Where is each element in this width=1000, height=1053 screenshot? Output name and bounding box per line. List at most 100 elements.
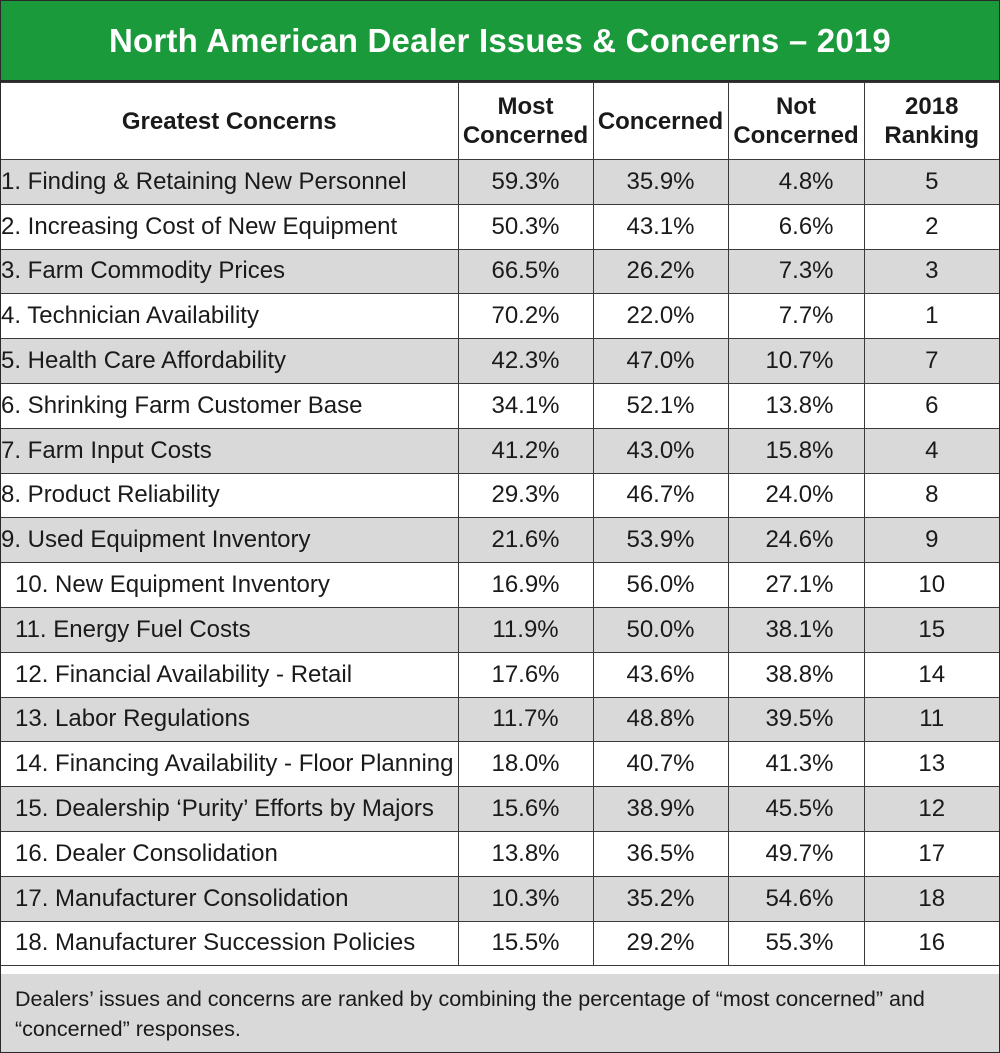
table-row: 12. Financial Availability - Retail 17.6%… [1,651,999,698]
ranking-2018-cell: 17 [863,830,999,877]
concerned-cell: 47.0% [592,338,729,384]
header-not-concerned: Not Concerned [727,82,865,160]
most-concerned-cell: 11.7% [457,696,594,743]
concern-cell: 15. Dealership ‘Purity’ Efforts by Major… [1,786,459,832]
table-row: 14. Financing Availability - Floor Plann… [1,741,999,788]
table-row: 6. Shrinking Farm Customer Base 34.1% 52.1… [1,382,999,429]
not-concerned-cell: 7.3% [727,248,865,295]
table-row: 9. Used Equipment Inventory 21.6% 53.9% 24.… [1,517,999,564]
most-concerned-cell: 17.6% [457,651,594,698]
not-concerned-cell: 49.7% [727,830,865,877]
not-concerned-cell: 7.7% [727,293,865,340]
ranking-2018-cell: 16 [863,920,999,967]
ranking-2018-cell: 9 [863,517,999,564]
most-concerned-cell: 16.9% [457,562,594,608]
not-concerned-cell: 39.5% [727,696,865,743]
not-concerned-cell: 6.6% [727,203,865,250]
ranking-2018-cell: 5 [863,159,999,205]
table-row: 5. Health Care Affordability 42.3% 47.0% 10… [1,338,999,384]
concerned-cell: 40.7% [592,741,729,788]
not-concerned-cell: 54.6% [727,875,865,922]
concerned-cell: 56.0% [592,562,729,608]
most-concerned-cell: 10.3% [457,875,594,922]
most-concerned-cell: 66.5% [457,248,594,295]
table-row: 15. Dealership ‘Purity’ Efforts by Major… [1,786,999,832]
ranking-2018-cell: 1 [863,293,999,340]
concern-cell: 17. Manufacturer Consolidation [1,875,459,922]
concern-cell: 4. Technician Availability [1,293,459,340]
ranking-2018-cell: 14 [863,651,999,698]
ranking-2018-cell: 18 [863,875,999,922]
concern-cell: 16. Dealer Consolidation [1,830,459,877]
concerned-cell: 38.9% [592,786,729,832]
ranking-2018-cell: 7 [863,338,999,384]
concerned-cell: 53.9% [592,517,729,564]
table-row: 8. Product Reliability 29.3% 46.7% 24.0% 8 [1,472,999,519]
not-concerned-cell: 45.5% [727,786,865,832]
concerned-cell: 26.2% [592,248,729,295]
footnote: Dealers’ issues and concerns are ranked … [1,974,999,1052]
concern-cell: 6. Shrinking Farm Customer Base [1,382,459,429]
most-concerned-cell: 29.3% [457,472,594,519]
ranking-2018-cell: 6 [863,382,999,429]
not-concerned-cell: 4.8% [727,159,865,205]
concerned-cell: 50.0% [592,606,729,653]
concern-cell: 13. Labor Regulations [1,696,459,743]
not-concerned-cell: 41.3% [727,741,865,788]
table-row: 11. Energy Fuel Costs 11.9% 50.0% 38.1% 15 [1,606,999,653]
concerned-cell: 48.8% [592,696,729,743]
ranking-2018-cell: 15 [863,606,999,653]
most-concerned-cell: 18.0% [457,741,594,788]
concerned-cell: 35.9% [592,159,729,205]
not-concerned-cell: 55.3% [727,920,865,967]
table-row: 16. Dealer Consolidation 13.8% 36.5% 49.7% 1… [1,830,999,877]
header-row: Greatest Concerns Most Concerned Concern… [1,82,999,160]
not-concerned-cell: 15.8% [727,427,865,474]
not-concerned-cell: 38.1% [727,606,865,653]
concerned-cell: 43.0% [592,427,729,474]
ranking-2018-cell: 12 [863,786,999,832]
concerns-table: Greatest Concerns Most Concerned Concern… [1,82,999,967]
concern-cell: 1. Finding & Retaining New Personnel [1,159,459,205]
concern-cell: 7. Farm Input Costs [1,427,459,474]
most-concerned-cell: 11.9% [457,606,594,653]
header-concerned: Concerned [592,82,729,160]
concerned-cell: 43.1% [592,203,729,250]
ranking-2018-cell: 4 [863,427,999,474]
concern-cell: 10. New Equipment Inventory [1,562,459,608]
table-row: 4. Technician Availability 70.2% 22.0% 7.7%… [1,293,999,340]
concern-cell: 2. Increasing Cost of New Equipment [1,203,459,250]
header-most-concerned: Most Concerned [457,82,594,160]
table-row: 13. Labor Regulations 11.7% 48.8% 39.5% 11 [1,696,999,743]
header-2018-ranking: 2018 Ranking [863,82,999,160]
table-row: 17. Manufacturer Consolidation 10.3% 35.2%… [1,875,999,922]
concerned-cell: 52.1% [592,382,729,429]
concern-cell: 11. Energy Fuel Costs [1,606,459,653]
not-concerned-cell: 13.8% [727,382,865,429]
most-concerned-cell: 59.3% [457,159,594,205]
table-row: 1. Finding & Retaining New Personnel 59.3… [1,159,999,205]
most-concerned-cell: 34.1% [457,382,594,429]
table-row: 7. Farm Input Costs 41.2% 43.0% 15.8% 4 [1,427,999,474]
ranking-2018-cell: 13 [863,741,999,788]
concerned-cell: 22.0% [592,293,729,340]
concern-cell: 18. Manufacturer Succession Policies [1,920,459,967]
not-concerned-cell: 38.8% [727,651,865,698]
concern-cell: 14. Financing Availability - Floor Plann… [1,741,459,788]
not-concerned-cell: 27.1% [727,562,865,608]
table-row: 2. Increasing Cost of New Equipment 50.3%… [1,203,999,250]
most-concerned-cell: 42.3% [457,338,594,384]
ranking-2018-cell: 2 [863,203,999,250]
ranking-2018-cell: 3 [863,248,999,295]
most-concerned-cell: 13.8% [457,830,594,877]
header-greatest-concerns: Greatest Concerns [1,82,459,160]
most-concerned-cell: 70.2% [457,293,594,340]
ranking-2018-cell: 10 [863,562,999,608]
table-row: 18. Manufacturer Succession Policies 15.5… [1,920,999,967]
most-concerned-cell: 15.5% [457,920,594,967]
most-concerned-cell: 21.6% [457,517,594,564]
table-title: North American Dealer Issues & Concerns … [1,1,999,82]
ranking-2018-cell: 11 [863,696,999,743]
most-concerned-cell: 41.2% [457,427,594,474]
